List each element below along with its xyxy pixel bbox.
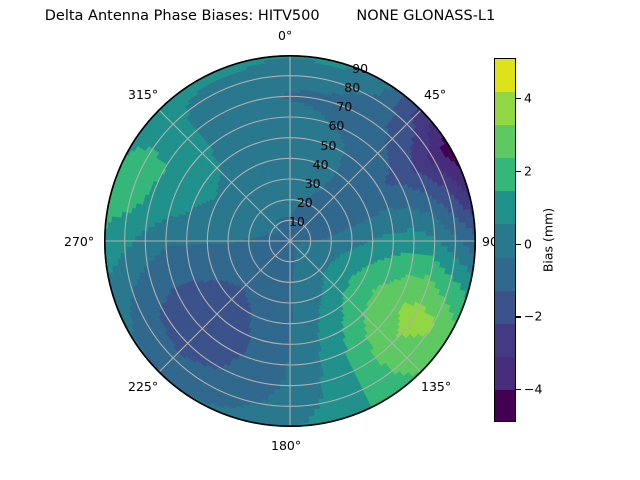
polar-contour-svg — [104, 55, 476, 427]
page-title: Delta Antenna Phase Biases: HITV500 NONE… — [44, 8, 496, 24]
polar-plot-area[interactable] — [104, 55, 476, 427]
